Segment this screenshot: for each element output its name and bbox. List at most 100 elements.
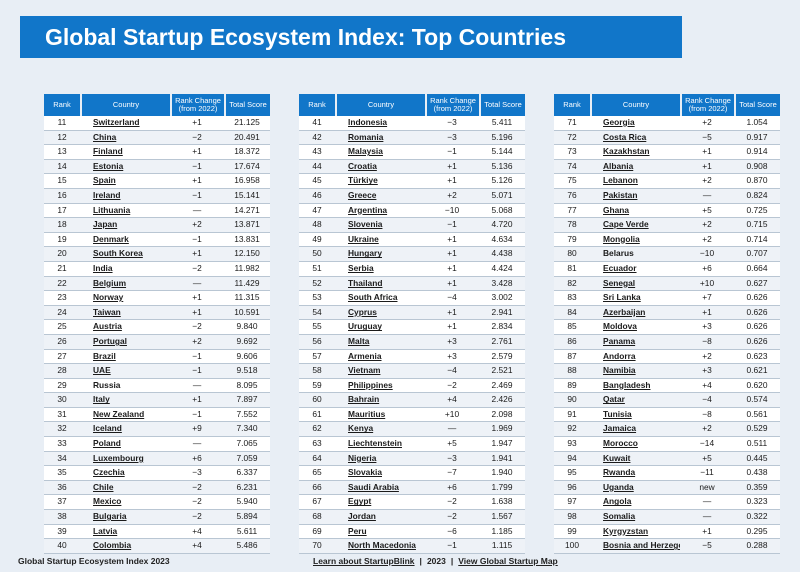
country-link[interactable]: Azerbaijan (603, 306, 646, 317)
country-link[interactable]: Hungary (348, 248, 382, 259)
country-link[interactable]: Denmark (93, 233, 129, 244)
country-link[interactable]: Jamaica (603, 423, 637, 434)
country-link[interactable]: Kuwait (603, 452, 631, 463)
country-link[interactable]: India (93, 262, 113, 273)
country-link[interactable]: Poland (93, 438, 121, 449)
country-link[interactable]: Pakistan (603, 189, 638, 200)
country-link[interactable]: Latvia (93, 525, 118, 536)
country-link[interactable]: Switzerland (93, 117, 140, 127)
country-link[interactable]: Peru (348, 525, 367, 536)
country-link[interactable]: Thailand (348, 277, 383, 288)
country-link[interactable]: Tunisia (603, 408, 632, 419)
country-link[interactable]: Norway (93, 292, 124, 303)
country-link[interactable]: Somalia (603, 511, 636, 522)
country-link[interactable]: Cyprus (348, 306, 377, 317)
country-link[interactable]: Finland (93, 146, 123, 157)
country-link[interactable]: Slovakia (348, 467, 382, 478)
country-link[interactable]: Costa Rica (603, 131, 647, 142)
country-link[interactable]: Malta (348, 335, 370, 346)
view-global-startup-map-link[interactable]: View Global Startup Map (458, 556, 558, 566)
country-link[interactable]: Serbia (348, 262, 374, 273)
country-link[interactable]: Uruguay (348, 321, 382, 332)
country-link[interactable]: Italy (93, 394, 110, 405)
country-link[interactable]: Luxembourg (93, 452, 144, 463)
country-link[interactable]: Chile (93, 481, 114, 492)
country-link[interactable]: Japan (93, 219, 118, 230)
country-cell: Georgia (590, 116, 680, 131)
country-link[interactable]: Kyrgyzstan (603, 525, 649, 536)
country-link[interactable]: Philippines (348, 379, 393, 390)
country-link[interactable]: Mongolia (603, 233, 640, 244)
country-link[interactable]: Colombia (93, 540, 132, 551)
country-link[interactable]: Mauritius (348, 408, 386, 419)
rank-cell: 40 (44, 539, 80, 554)
country-link[interactable]: Namibia (603, 365, 636, 376)
country-link[interactable]: North Macedonia (348, 540, 416, 551)
country-link[interactable]: Lithuania (93, 204, 131, 215)
country-link[interactable]: Bangladesh (603, 379, 651, 390)
country-link[interactable]: Sri Lanka (603, 292, 641, 303)
country-link[interactable]: Bahrain (348, 394, 380, 405)
country-link[interactable]: Malaysia (348, 146, 383, 157)
country-link[interactable]: Ecuador (603, 262, 637, 273)
country-link[interactable]: Czechia (93, 467, 125, 478)
country-link[interactable]: Ukraine (348, 233, 379, 244)
country-link[interactable]: Nigeria (348, 452, 377, 463)
country-link[interactable]: Rwanda (603, 467, 636, 478)
country-link[interactable]: Indonesia (348, 117, 388, 127)
country-link[interactable]: Armenia (348, 350, 382, 361)
country-cell: Uganda (590, 480, 680, 496)
country-link[interactable]: Egypt (348, 496, 372, 507)
country-link[interactable]: Angola (603, 496, 632, 507)
country-link[interactable]: Cape Verde (603, 219, 649, 230)
country-link[interactable]: Senegal (603, 277, 636, 288)
country-link[interactable]: Slovenia (348, 219, 383, 230)
table-row: 24 Taiwan +1 10.591 (44, 305, 270, 321)
country-link[interactable]: South Korea (93, 248, 143, 259)
rank-change-cell: +1 (425, 261, 479, 277)
country-link[interactable]: Türkiye (348, 175, 378, 186)
country-link[interactable]: Romania (348, 131, 384, 142)
country-link[interactable]: Kenya (348, 423, 374, 434)
country-link[interactable]: Liechtenstein (348, 438, 402, 449)
country-link[interactable]: Belgium (93, 277, 127, 288)
country-link[interactable]: Argentina (348, 204, 388, 215)
country-link[interactable]: Croatia (348, 160, 377, 171)
country-link[interactable]: Panama (603, 335, 636, 346)
country-link[interactable]: Saudi Arabia (348, 481, 399, 492)
country-link[interactable]: Iceland (93, 423, 122, 434)
country-link[interactable]: Austria (93, 321, 122, 332)
rank-change-cell: +2 (680, 218, 734, 233)
country-link[interactable]: UAE (93, 365, 111, 376)
country-link[interactable]: Kazakhstan (603, 146, 650, 157)
country-link[interactable]: Qatar (603, 394, 625, 405)
country-link[interactable]: Ireland (93, 189, 121, 200)
country-link[interactable]: Ghana (603, 204, 630, 215)
country-link[interactable]: Georgia (603, 117, 635, 127)
country-link[interactable]: Andorra (603, 350, 636, 361)
country-link[interactable]: Portugal (93, 335, 127, 346)
rank-cell: 100 (554, 539, 590, 554)
country-link[interactable]: Bosnia and Herzegovina (603, 540, 680, 551)
country-link[interactable]: Bulgaria (93, 511, 127, 522)
country-link[interactable]: New Zealand (93, 408, 145, 419)
country-cell: Andorra (590, 349, 680, 365)
country-link[interactable]: South Africa (348, 292, 398, 303)
country-link[interactable]: China (93, 131, 117, 142)
country-link[interactable]: Jordan (348, 511, 376, 522)
country-link[interactable]: Brazil (93, 350, 116, 361)
country-link[interactable]: Greece (348, 189, 377, 200)
country-link[interactable]: Mexico (93, 496, 122, 507)
country-link[interactable]: Spain (93, 175, 116, 186)
learn-about-startupblink-link[interactable]: Learn about StartupBlink (313, 556, 415, 566)
country-link[interactable]: Estonia (93, 160, 124, 171)
country-link[interactable]: Vietnam (348, 365, 381, 376)
country-link[interactable]: Albania (603, 160, 634, 171)
country-link[interactable]: Taiwan (93, 306, 121, 317)
country-link[interactable]: Uganda (603, 481, 634, 492)
rank-change-cell: +10 (425, 407, 479, 423)
country-link[interactable]: Moldova (603, 321, 637, 332)
country-link[interactable]: Morocco (603, 438, 638, 449)
country-link[interactable]: Lebanon (603, 175, 638, 186)
rank-change-cell: −6 (425, 524, 479, 540)
